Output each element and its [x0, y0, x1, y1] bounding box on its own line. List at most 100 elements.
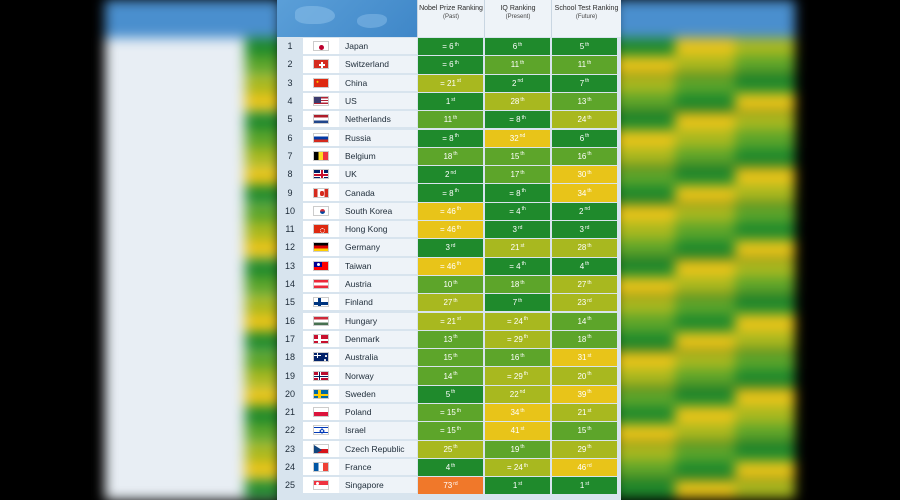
blurred-cell — [735, 406, 795, 424]
rank-number: 21 — [284, 407, 295, 418]
rank-suffix: st — [587, 352, 592, 359]
us-flag-icon — [313, 96, 329, 107]
cn-flag-icon — [313, 77, 329, 88]
blurred-cell — [675, 479, 735, 498]
country-name: Denmark — [339, 330, 417, 348]
rank-suffix: th — [585, 78, 590, 85]
flag-cell — [303, 385, 339, 402]
flag-cell — [303, 221, 339, 238]
blurred-cell — [615, 387, 675, 406]
rank-number: 10 — [284, 205, 295, 216]
blurred-cell — [735, 461, 795, 480]
rank-number: 14 — [284, 279, 295, 290]
blurred-cell — [245, 369, 280, 388]
flag-cell — [303, 184, 339, 201]
blurred-cell — [735, 203, 795, 222]
rank-suffix: th — [454, 188, 459, 195]
country-name: Czech Republic — [339, 440, 417, 457]
flag-cell — [303, 147, 339, 165]
kr-flag-icon — [313, 205, 329, 216]
rank-suffix: th — [521, 114, 526, 121]
rank-value: 16 — [577, 151, 587, 161]
rank-suffix: nd — [519, 133, 526, 140]
rank-suffix: th — [454, 59, 459, 66]
blurred-cell — [675, 240, 735, 259]
flag-cell — [303, 404, 339, 421]
rank-value: 4 — [445, 463, 451, 473]
country-name: Hungary — [339, 312, 417, 329]
blurred-cell — [245, 56, 280, 75]
rank-number: 17 — [284, 333, 295, 344]
rank-suffix: th — [456, 261, 461, 268]
rank-suffix: st — [456, 78, 461, 85]
rank-suffix: rd — [518, 224, 523, 231]
rank-number: 16 — [284, 315, 295, 326]
rank-value: 46 — [577, 463, 587, 473]
blurred-cell — [735, 295, 795, 314]
rank-value: 30 — [577, 170, 587, 180]
rank-suffix: th — [587, 279, 592, 286]
rank-value: = 46 — [440, 225, 456, 235]
rank-suffix: th — [518, 41, 523, 48]
blurred-cell — [245, 222, 280, 240]
rank-value: = 24 — [507, 316, 523, 326]
blurred-cell — [675, 332, 735, 351]
blurred-cell — [615, 38, 675, 56]
flag-cell — [303, 92, 339, 110]
rank-value: = 8 — [442, 188, 454, 198]
header-nobel-title: Nobel Prize Ranking — [419, 5, 483, 12]
blurred-cell — [675, 295, 735, 314]
blurred-cell — [615, 424, 675, 443]
rank-value: 18 — [443, 151, 453, 161]
blurred-cell — [245, 38, 280, 56]
rank-value: 1 — [512, 481, 518, 491]
flag-cell — [303, 257, 339, 274]
rank-suffix: th — [587, 334, 592, 341]
blurred-cell — [615, 479, 675, 498]
rank-suffix: th — [585, 41, 590, 48]
rank-value: = 6 — [442, 60, 454, 70]
rank-suffix: th — [520, 59, 525, 66]
ranking-table: Nobel Prize Ranking (Past) IQ Ranking (P… — [277, 0, 621, 500]
rank-number: 4 — [287, 96, 293, 107]
rank-suffix: th — [521, 188, 526, 195]
blurred-cell — [615, 442, 675, 461]
country-name: Belgium — [339, 147, 417, 165]
rank-suffix: st — [518, 480, 523, 487]
rank-value: 34 — [510, 408, 520, 418]
rank-suffix: th — [587, 444, 592, 451]
rank-value: 28 — [577, 243, 587, 253]
rank-value: = 15 — [440, 408, 456, 418]
blurred-cell — [615, 369, 675, 388]
blurred-cell — [735, 93, 795, 112]
blurred-cell — [615, 93, 675, 112]
tw-flag-icon — [313, 260, 329, 271]
rank-value: 10 — [443, 280, 453, 290]
flag-cell — [303, 294, 339, 311]
hu-flag-icon — [313, 315, 329, 326]
